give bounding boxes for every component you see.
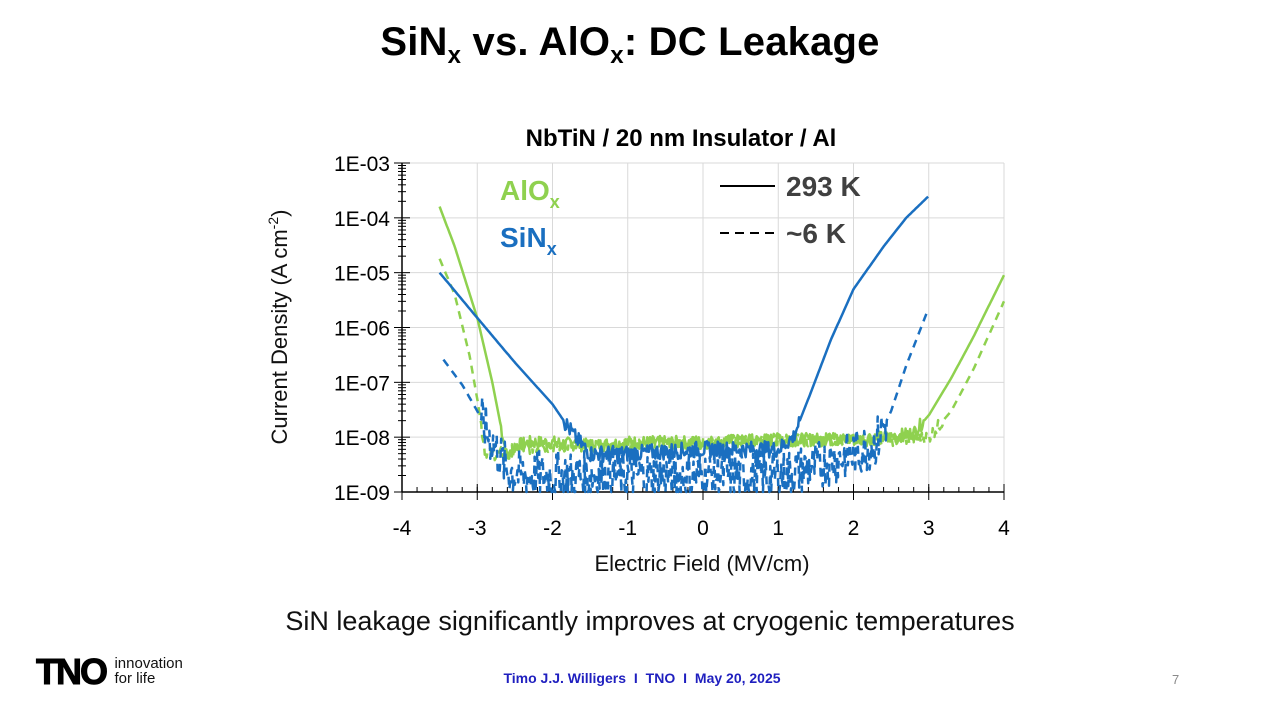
slide-footer: Timo J.J. Willigers I TNO I May 20, 2025 (0, 670, 1280, 686)
y-axis-label-main: Current Density (A cm (267, 229, 292, 444)
tno-logo: TNO innovation for life (36, 651, 183, 692)
x-axis-label: Electric Field (MV/cm) (594, 551, 809, 576)
tno-logo-mark: TNO (36, 651, 109, 692)
x-tick-label: -3 (468, 517, 487, 540)
footer-author: Timo J.J. Willigers (503, 670, 626, 686)
y-tick-label: 1E-09 (334, 482, 390, 505)
y-tick-label: 1E-03 (334, 153, 390, 176)
material-label-text: SiN (500, 222, 547, 253)
title-part-sin: SiN (380, 20, 448, 64)
y-tick-label: 1E-07 (334, 372, 390, 395)
material-label-sin: SiNx (500, 222, 557, 259)
y-tick-label: 1E-06 (334, 318, 390, 341)
legend-label-solid: 293 K (786, 171, 861, 202)
y-axis-label-sup: -2 (265, 217, 281, 230)
chart-series (438, 195, 1006, 494)
y-tick-label: 1E-04 (334, 208, 390, 231)
y-axis-label-end: ) (267, 210, 292, 217)
material-label-subscript: x (550, 192, 560, 212)
series-line-alo-cryo (438, 258, 1006, 462)
x-tick-label: -2 (543, 517, 562, 540)
material-label-text: AlO (500, 175, 550, 206)
series-line-sin-cryo (442, 308, 930, 494)
title-part-vs-alo: vs. AlO (461, 20, 611, 64)
series-line-sin-room (438, 195, 929, 464)
footer-date: May 20, 2025 (694, 670, 781, 686)
y-tick-label: 1E-05 (334, 263, 390, 286)
tagline-line-1: innovation (114, 655, 183, 672)
title-subscript-x: x (447, 42, 462, 69)
title-part-rest: : DC Leakage (623, 20, 880, 64)
leakage-chart: NbTiN / 20 nm Insulator / Al 1E-09 1E-08 1… (265, 125, 1010, 576)
footer-separator-2: I (683, 670, 688, 686)
material-label-subscript: x (547, 239, 557, 259)
x-tick-label: -1 (618, 517, 637, 540)
x-tick-label: 0 (697, 517, 709, 540)
x-tick-label: 2 (848, 517, 860, 540)
page-number: 7 (1172, 672, 1180, 687)
y-axis-label: Current Density (A cm-2) (265, 210, 292, 445)
x-tick-label: 3 (923, 517, 935, 540)
legend-label-dashed: ~6 K (786, 218, 846, 249)
x-tick-label: 1 (772, 517, 784, 540)
slide-title: SiNx vs. AlOx: DC Leakage (0, 20, 1260, 70)
x-tick-label: 4 (998, 517, 1010, 540)
slide-caption: SiN leakage significantly improves at cr… (285, 606, 1015, 636)
x-tick-label: -4 (393, 517, 412, 540)
footer-org: TNO (645, 670, 676, 686)
title-subscript-x-2: x (610, 42, 624, 69)
chart-title: NbTiN / 20 nm Insulator / Al (526, 125, 837, 152)
y-tick-label: 1E-08 (334, 427, 390, 450)
tagline-line-2: for life (114, 670, 156, 687)
material-label-alo: AlOx (500, 175, 560, 212)
tno-logo-tagline: innovation for life (114, 656, 182, 686)
footer-separator-1: I (633, 670, 638, 686)
